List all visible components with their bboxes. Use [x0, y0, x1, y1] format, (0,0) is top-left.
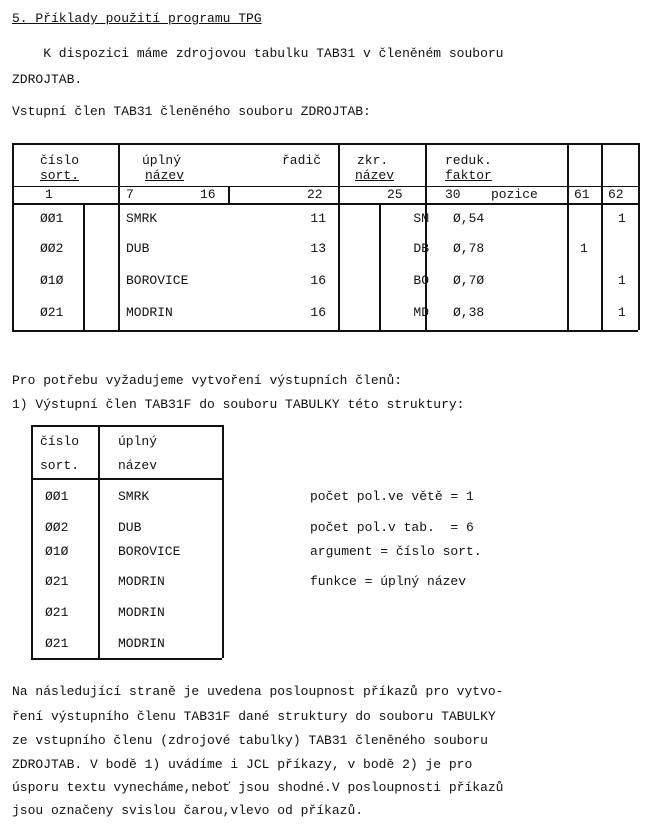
table-rule — [222, 425, 224, 658]
table-rule — [338, 143, 340, 330]
table-cell: MD — [413, 305, 429, 320]
param-line: počet pol.v tab. = 6 — [310, 520, 474, 535]
param-line: počet pol.ve větě = 1 — [310, 489, 474, 504]
table-cell: 13 — [310, 241, 326, 256]
table-cell: ØØ1 — [40, 211, 64, 226]
header-cell: zkr. — [357, 153, 389, 168]
position-label: 62 — [608, 187, 624, 202]
table-cell: Ø1Ø — [45, 544, 69, 559]
input-label: Vstupní člen TAB31 členěného souboru ZDR… — [12, 104, 371, 119]
table-cell: BO — [413, 273, 429, 288]
table-cell: Ø,7Ø — [453, 273, 485, 288]
table-cell: SMRK — [118, 489, 150, 504]
table-cell: ØØ2 — [45, 520, 69, 535]
table-rule — [98, 425, 100, 658]
table-cell: Ø21 — [45, 574, 69, 589]
table-rule — [228, 186, 230, 203]
header-cell: reduk. — [445, 153, 492, 168]
table-cell: BOROVICE — [118, 544, 181, 559]
header-cell: faktor — [445, 168, 492, 183]
table-rule — [638, 143, 640, 330]
position-label: 61 — [574, 187, 590, 202]
position-label: 7 — [126, 187, 134, 202]
position-label: 1 — [45, 187, 53, 202]
intro-line-2: ZDROJTAB. — [12, 72, 83, 87]
table-rule — [12, 143, 638, 145]
table-cell: 16 — [310, 305, 326, 320]
table-rule — [379, 203, 381, 330]
table-rule — [83, 203, 85, 330]
table-cell: MODRIN — [126, 305, 173, 320]
table-cell: Ø,78 — [453, 241, 485, 256]
table-cell: ØØ1 — [45, 489, 69, 504]
need-line-2: 1) Výstupní člen TAB31F do souboru TABUL… — [12, 397, 465, 412]
closing-line: ření výstupního členu TAB31F dané strukt… — [12, 709, 496, 724]
position-label: 22 — [307, 187, 323, 202]
table-rule — [425, 143, 427, 330]
header-cell: číslo — [40, 153, 80, 168]
table-cell: 1 — [618, 305, 626, 320]
table-cell: 1 — [618, 211, 626, 226]
table-rule — [31, 425, 33, 658]
table-rule — [12, 330, 638, 332]
table-cell: MODRIN — [118, 574, 165, 589]
closing-line: Na následující straně je uvedena posloup… — [12, 684, 504, 699]
position-label: 30 — [445, 187, 461, 202]
table-cell: Ø1Ø — [40, 273, 64, 288]
need-line-1: Pro potřebu vyžadujeme vytvoření výstupn… — [12, 373, 403, 388]
closing-line: ze vstupního členu (zdrojové tabulky) TA… — [12, 733, 488, 748]
table-rule — [567, 143, 569, 330]
header-cell: číslo — [40, 434, 80, 449]
table-cell: DUB — [126, 241, 150, 256]
table-cell: Ø21 — [40, 305, 64, 320]
closing-line: úsporu textu vynecháme,neboť jsou shodné… — [12, 780, 504, 795]
table-cell: MODRIN — [118, 636, 165, 651]
header-cell: úplný — [142, 153, 182, 168]
table-cell: 16 — [310, 273, 326, 288]
table-cell: Ø21 — [45, 636, 69, 651]
header-cell: název — [118, 458, 158, 473]
closing-line: ZDROJTAB. V bodě 1) uvádíme i JCL příkaz… — [12, 757, 473, 772]
table-cell: Ø21 — [45, 605, 69, 620]
position-label: 25 — [387, 187, 403, 202]
table-cell: ØØ2 — [40, 241, 64, 256]
table-cell: 1 — [580, 241, 588, 256]
table-cell: 11 — [310, 211, 326, 226]
table-rule — [118, 143, 120, 330]
section-heading: 5. Příklady použití programu TPG — [12, 11, 262, 26]
param-line: funkce = úplný název — [310, 574, 467, 589]
header-cell: název — [145, 168, 185, 183]
table-cell: SM — [413, 211, 429, 226]
table-rule — [31, 658, 222, 660]
table-cell: DUB — [118, 520, 142, 535]
table-cell: BOROVICE — [126, 273, 189, 288]
param-line: argument = číslo sort. — [310, 544, 482, 559]
header-cell: sort. — [40, 458, 80, 473]
header-cell: sort. — [40, 168, 80, 183]
position-label: 16 — [200, 187, 216, 202]
table-cell: DB — [413, 241, 429, 256]
table-cell: Ø,54 — [453, 211, 485, 226]
table-rule — [12, 186, 638, 187]
table-cell: 1 — [618, 273, 626, 288]
table-rule — [601, 143, 603, 330]
intro-line-1: K dispozici máme zdrojovou tabulku TAB31… — [12, 46, 504, 61]
table-cell: MODRIN — [118, 605, 165, 620]
closing-line: jsou označeny svislou čarou,vlevo od pří… — [12, 803, 364, 818]
table-rule — [12, 203, 638, 205]
position-label: pozice — [491, 187, 538, 202]
header-cell: název — [355, 168, 395, 183]
header-cell: řadič — [282, 153, 322, 168]
header-cell: úplný — [118, 434, 158, 449]
table-rule — [31, 478, 222, 480]
table-rule — [12, 143, 14, 330]
table-cell: SMRK — [126, 211, 158, 226]
table-cell: Ø,38 — [453, 305, 485, 320]
table-rule — [31, 425, 222, 427]
